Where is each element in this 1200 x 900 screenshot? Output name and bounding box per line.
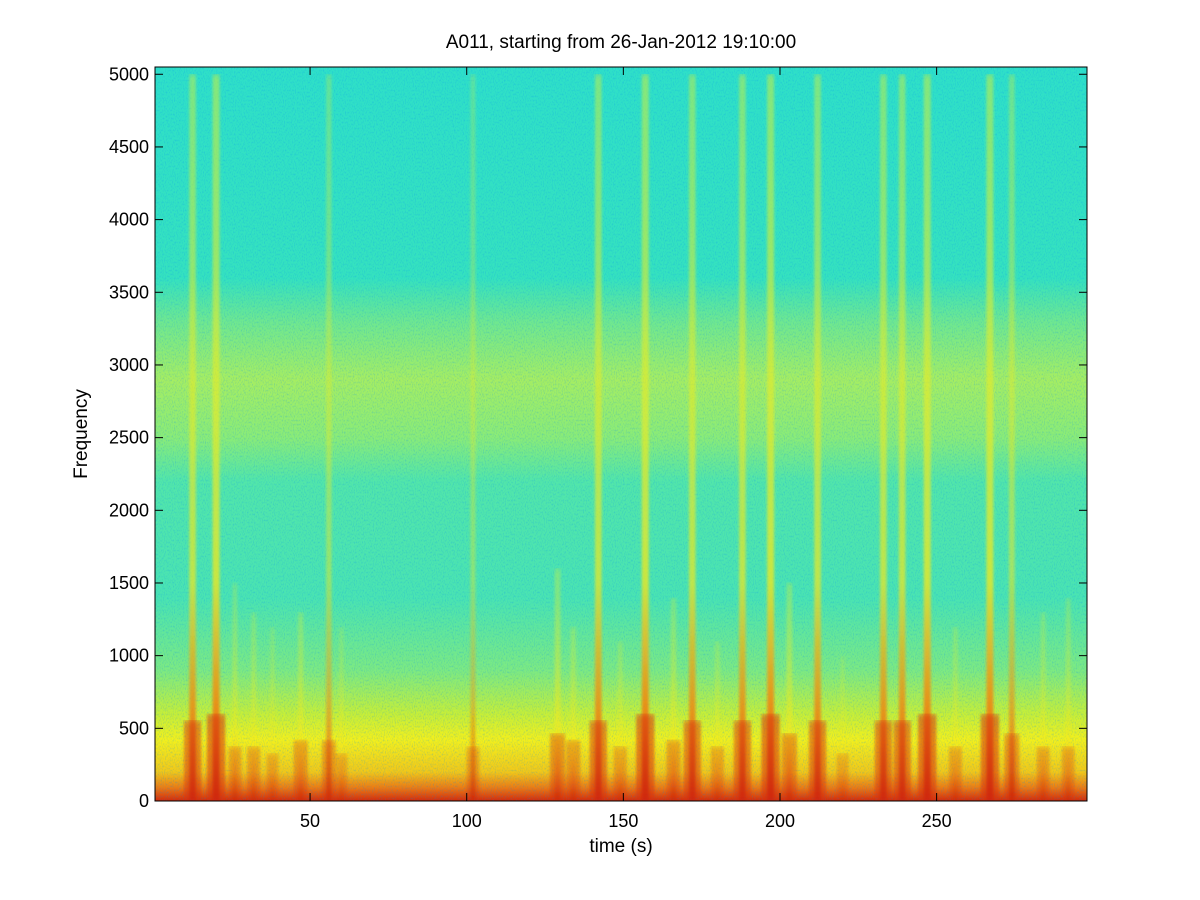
transient-event bbox=[761, 74, 780, 801]
chart-title: A011, starting from 26-Jan-2012 19:10:00 bbox=[445, 32, 797, 53]
transient-event bbox=[636, 74, 655, 801]
y-tick-label: 1500 bbox=[109, 573, 149, 593]
transient-event bbox=[335, 626, 348, 801]
transient-event bbox=[893, 74, 911, 801]
spectrogram-image bbox=[155, 67, 1087, 801]
plot-frame bbox=[154, 66, 1088, 802]
transient-event bbox=[733, 74, 751, 801]
x-tick-label: 250 bbox=[922, 811, 952, 831]
y-tick-label: 1000 bbox=[109, 646, 149, 666]
transient-event bbox=[566, 626, 581, 801]
transient-event bbox=[836, 655, 849, 801]
transient-event bbox=[1004, 74, 1020, 801]
transient-event bbox=[321, 74, 336, 801]
transient-event bbox=[184, 74, 202, 801]
transient-event bbox=[266, 626, 279, 801]
transient-event bbox=[293, 612, 308, 801]
transient-event bbox=[666, 597, 681, 801]
transient-event bbox=[980, 74, 999, 801]
transient-event bbox=[918, 74, 937, 801]
transient-event bbox=[206, 74, 226, 801]
y-tick-label: 3500 bbox=[109, 282, 149, 302]
x-axis-label: time (s) bbox=[589, 836, 653, 857]
transient-event bbox=[683, 74, 701, 801]
y-tick-label: 4500 bbox=[109, 137, 149, 157]
y-tick-label: 5000 bbox=[109, 64, 149, 84]
y-tick-label: 4000 bbox=[109, 210, 149, 230]
transient-event bbox=[1036, 612, 1050, 801]
transient-event bbox=[466, 74, 480, 801]
transient-event bbox=[781, 582, 797, 801]
y-tick-label: 0 bbox=[139, 791, 149, 811]
y-tick-label: 3000 bbox=[109, 355, 149, 375]
transient-event bbox=[1061, 597, 1075, 801]
transient-event bbox=[710, 641, 724, 801]
transient-event bbox=[809, 74, 827, 801]
x-tick-label: 200 bbox=[765, 811, 795, 831]
y-tick-label: 500 bbox=[119, 718, 149, 738]
transient-event bbox=[247, 612, 261, 801]
transient-event bbox=[550, 568, 566, 801]
y-axis-label: Frequency bbox=[71, 389, 92, 479]
transient-event bbox=[589, 74, 607, 801]
transient-event bbox=[948, 626, 962, 801]
x-tick-label: 150 bbox=[608, 811, 638, 831]
axes: 50 100 150 200 25005001000150020002500300035… bbox=[109, 64, 1088, 831]
x-tick-label: 50 bbox=[300, 811, 320, 831]
x-tick-label: 100 bbox=[452, 811, 482, 831]
transient-event bbox=[874, 74, 892, 801]
y-tick-label: 2000 bbox=[109, 500, 149, 520]
y-tick-label: 2500 bbox=[109, 428, 149, 448]
transient-event bbox=[228, 582, 242, 801]
transient-event bbox=[613, 641, 627, 801]
